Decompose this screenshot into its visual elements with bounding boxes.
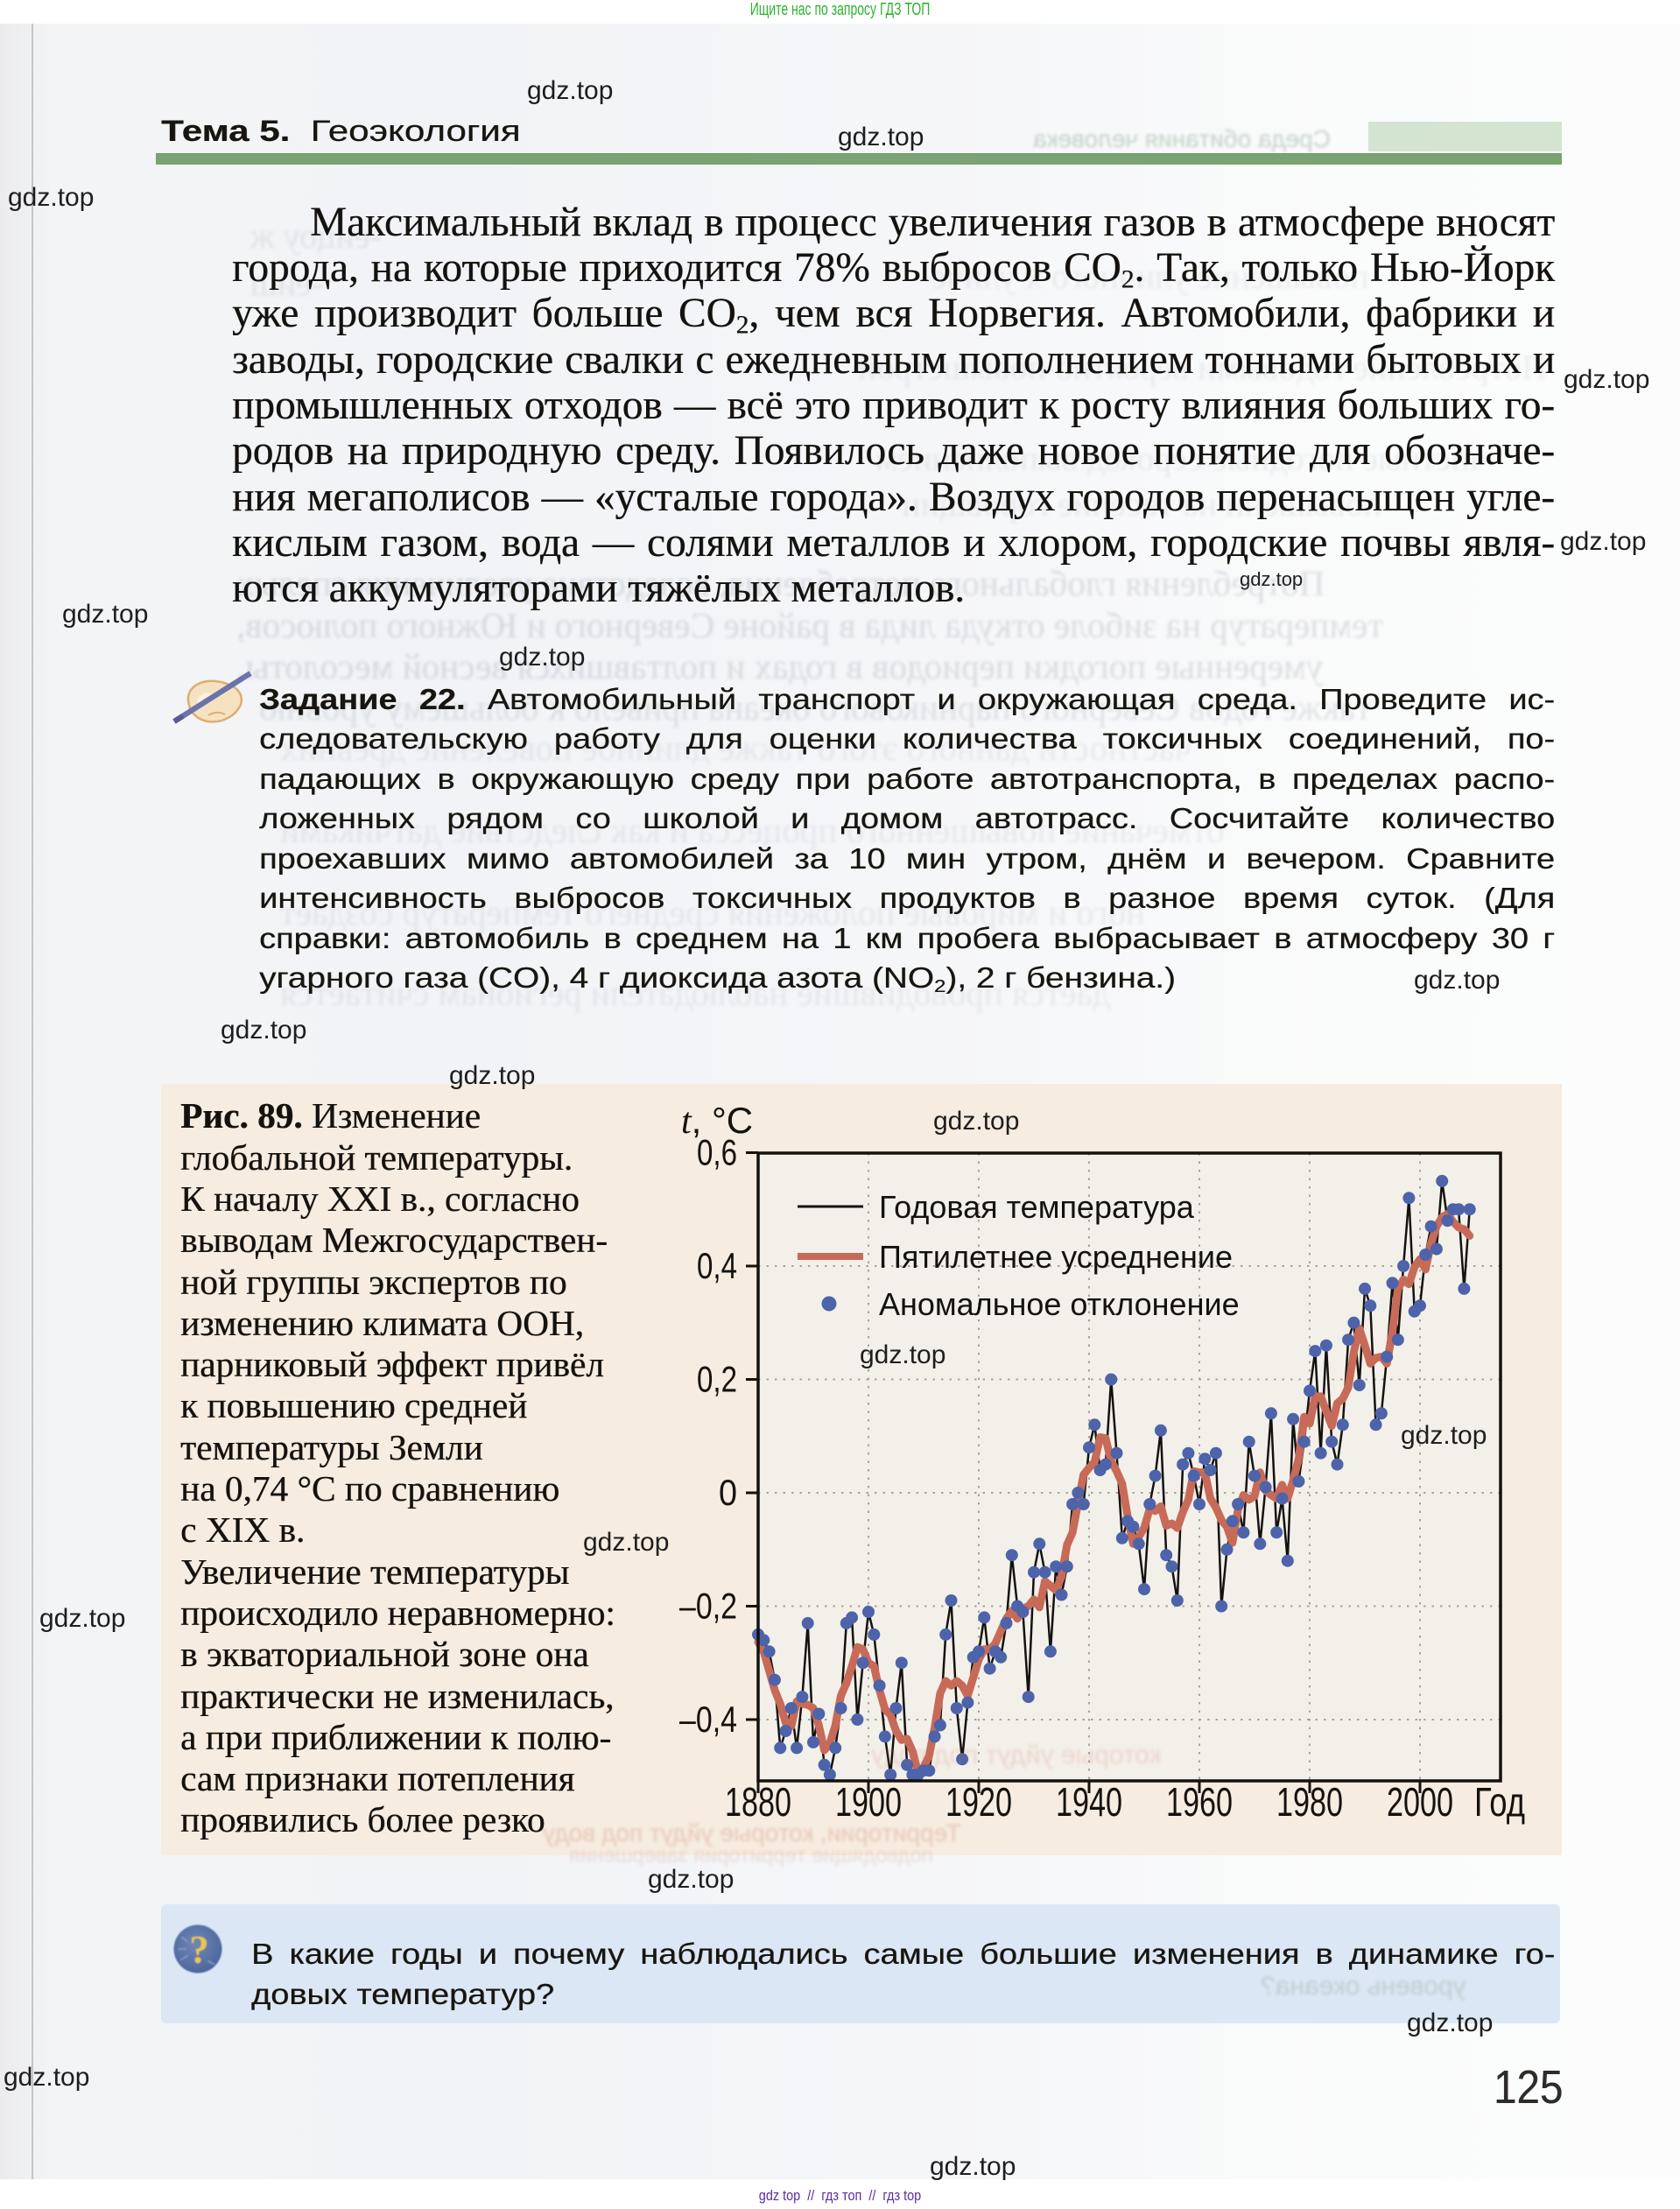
svg-text:1880: 1880 (725, 1779, 791, 1825)
svg-text:t, °C: t, °C (681, 1100, 753, 1142)
svg-text:–0,2: –0,2 (679, 1586, 737, 1627)
svg-text:1900: 1900 (835, 1779, 902, 1825)
svg-text:1980: 1980 (1276, 1779, 1343, 1825)
svg-text:2000: 2000 (1387, 1779, 1453, 1825)
svg-text:?: ? (189, 1928, 209, 1972)
svg-text:0: 0 (719, 1472, 737, 1513)
svg-text:1920: 1920 (945, 1779, 1012, 1825)
svg-text:0,4: 0,4 (697, 1245, 737, 1286)
svg-text:0,6: 0,6 (697, 1132, 737, 1173)
svg-text:1940: 1940 (1056, 1779, 1122, 1825)
svg-text:1960: 1960 (1166, 1779, 1233, 1825)
svg-text:Год: Год (1474, 1779, 1525, 1825)
svg-text:Аномальное отклонение: Аномальное отклонение (879, 1286, 1240, 1322)
svg-text:–0,4: –0,4 (679, 1699, 737, 1740)
svg-text:Пятилетнее усреднение: Пятилетнее усреднение (879, 1239, 1233, 1275)
svg-text:0,2: 0,2 (697, 1359, 737, 1400)
svg-text:Годовая температура: Годовая температура (879, 1189, 1195, 1225)
